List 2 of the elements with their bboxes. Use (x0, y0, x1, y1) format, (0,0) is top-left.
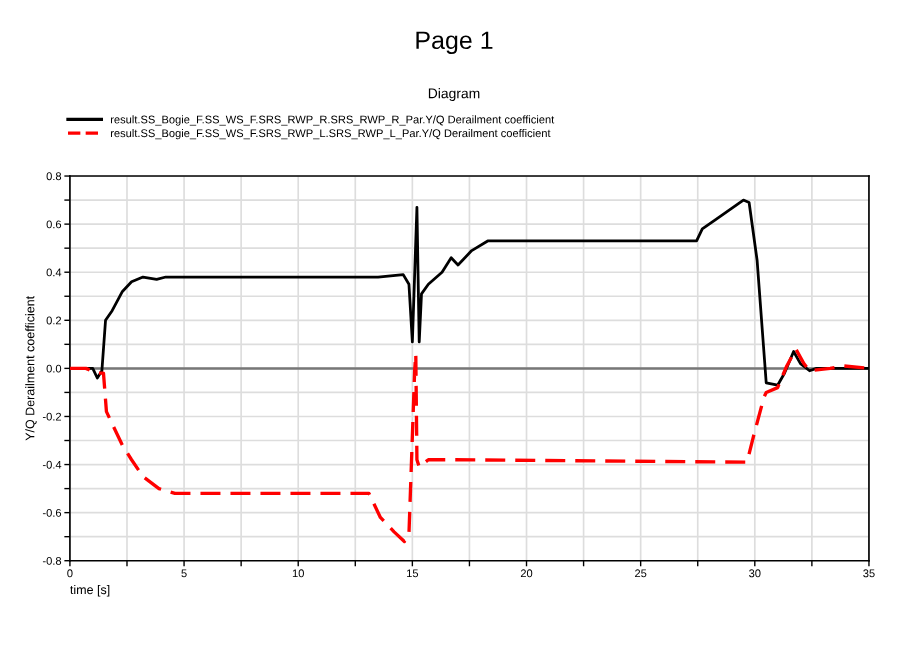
line-series (69, 347, 869, 544)
chart-title: Page 1 (416, 31, 493, 55)
